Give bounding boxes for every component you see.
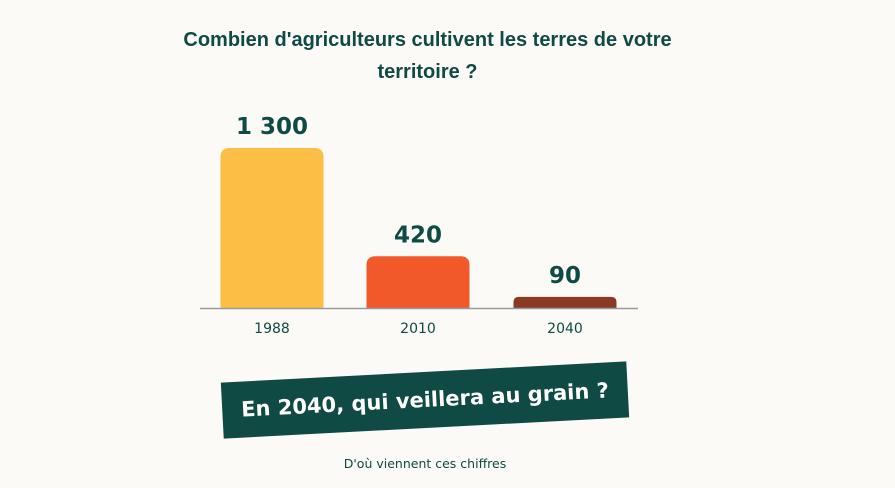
banner-text: En 2040, qui veillera au grain ? [240,378,610,422]
x-tick-label-2040: 2040 [547,321,583,337]
headline-banner: En 2040, qui veillera au grain ? [220,361,630,439]
bar-2010 [366,256,470,308]
chart-title: Combien d'agriculteurs cultivent les ter… [183,29,672,83]
source-link[interactable]: D'où viennent ces chiffres [343,456,507,471]
bar-1988 [220,148,324,308]
bar-chart: 1 300 1988 420 2010 90 2040 [200,114,638,337]
data-label-1988: 1 300 [236,114,308,140]
data-label-2040: 90 [549,263,581,289]
x-tick-label-2010: 2010 [400,321,436,337]
bar-2040 [513,296,617,308]
x-tick-label-1988: 1988 [254,321,290,337]
data-label-2010: 420 [394,222,442,248]
